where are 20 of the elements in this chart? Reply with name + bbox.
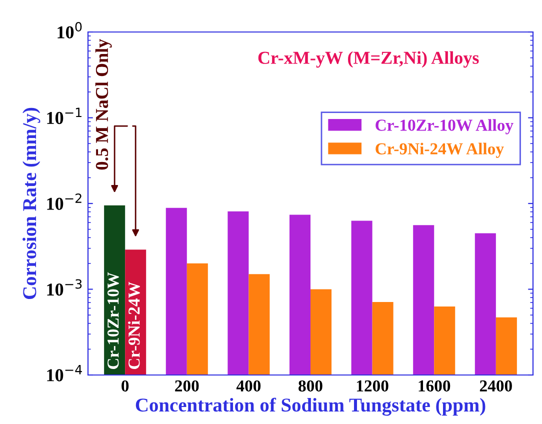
- legend-label: Cr-10Zr-10W Alloy: [376, 119, 514, 134]
- x-tick-label: 400: [236, 380, 261, 392]
- legend-label: Cr-9Ni-24W Alloy: [376, 142, 504, 158]
- x-tick-label: 2400: [480, 380, 512, 392]
- y-axis-title: Corrosion Rate (mm/y): [22, 108, 40, 300]
- annotation: 0.5 M NaCl Only: [95, 39, 112, 170]
- x-tick-label: 1600: [418, 380, 450, 392]
- x-tick-label: 0: [122, 380, 129, 392]
- y-tick-label: 10$^{−3}$: [47, 279, 82, 296]
- x-tick-label: 200: [175, 380, 199, 392]
- y-tick-label: 10$^{−4}$: [47, 365, 82, 382]
- y-tick-label: 10$^{−1}$: [47, 108, 82, 124]
- text: Cr-xM-yW (M=Zr,Ni) Alloys: [258, 51, 479, 68]
- annotation: Cr-9Ni-24W: [128, 282, 140, 369]
- x-axis-title: Concentration of Sodium Tungstate (ppm): [136, 398, 486, 416]
- annotation: Cr-10Zr-10W: [108, 272, 119, 369]
- x-tick-label: 1200: [356, 380, 388, 392]
- y-tick-label: 10$^{0}$: [58, 22, 82, 38]
- y-tick-label: 10$^{−2}$: [47, 193, 82, 210]
- x-tick-label: 800: [298, 380, 322, 392]
